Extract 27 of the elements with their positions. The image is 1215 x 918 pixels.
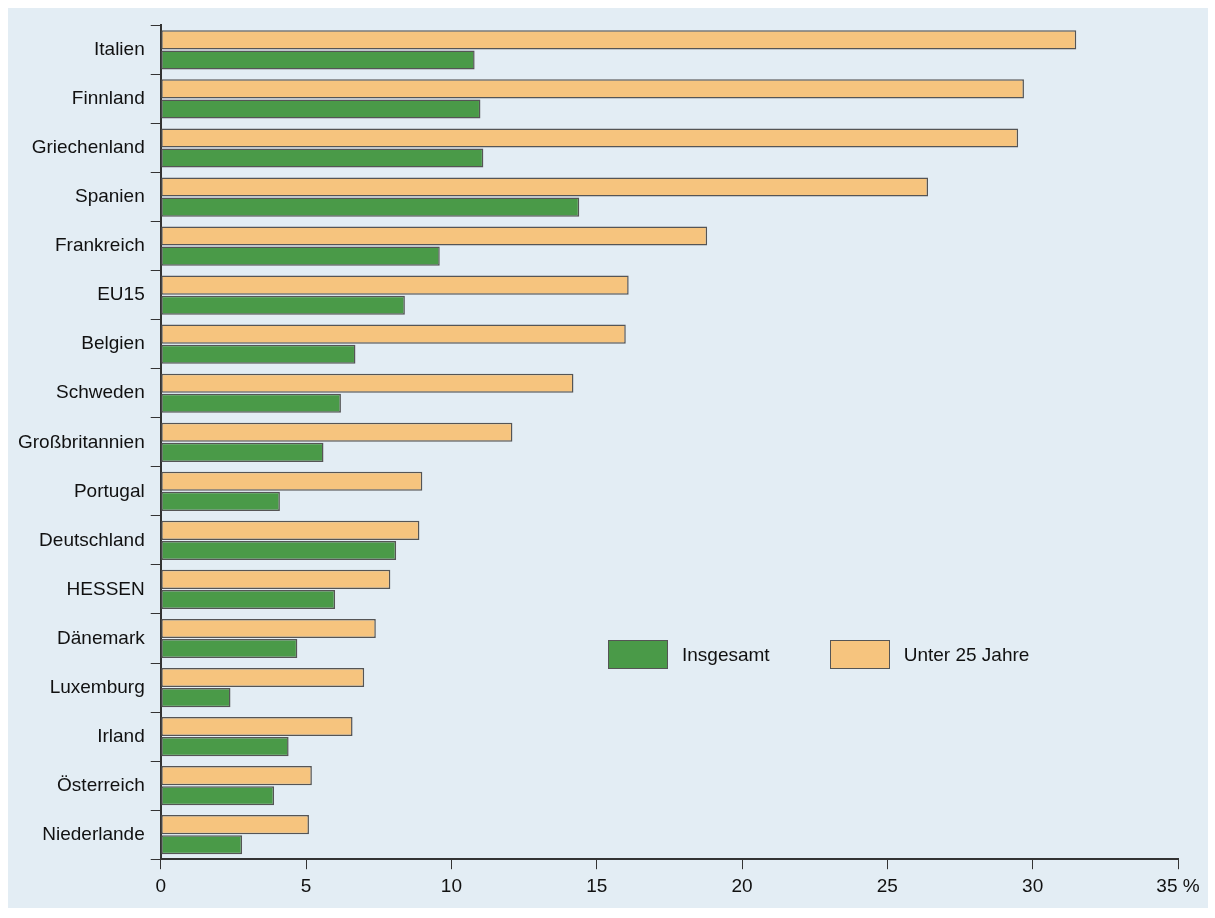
y-tick-label: Deutschland (39, 528, 145, 550)
x-tick-label: 20 (731, 874, 753, 896)
y-tick-label: Finnland (71, 87, 145, 109)
y-tick-label: Spanien (74, 185, 145, 207)
y-tick-label: Österreich (57, 773, 145, 795)
legend-label: Insgesamt (682, 643, 770, 666)
y-tick-label: Irland (97, 724, 145, 746)
y-tick-label: Großbritannien (17, 430, 145, 452)
legend-label: Unter 25 Jahre (903, 643, 1030, 666)
y-tick-label: Dänemark (57, 626, 146, 648)
y-tick-label: Italien (94, 38, 145, 60)
y-tick-label: Luxemburg (49, 675, 145, 697)
y-tick-label: Schweden (55, 381, 145, 403)
y-tick-label: Frankreich (54, 234, 145, 256)
x-tick-label: 15 (586, 874, 608, 896)
x-tick-label: 10 (440, 874, 462, 896)
x-tick-label: 5 (300, 874, 312, 896)
x-tick-label: 25 (876, 874, 898, 896)
y-tick-label: HESSEN (66, 577, 145, 599)
x-tick-label: 35 % (1156, 874, 1200, 896)
y-tick-label: Portugal (73, 479, 145, 501)
y-tick-label: Belgien (81, 332, 145, 354)
y-tick-label: Griechenland (31, 136, 145, 158)
y-tick-label: EU15 (97, 283, 145, 305)
x-tick-label: 0 (155, 874, 167, 896)
y-tick-label: Niederlande (42, 822, 145, 844)
x-tick-label: 30 (1022, 874, 1044, 896)
